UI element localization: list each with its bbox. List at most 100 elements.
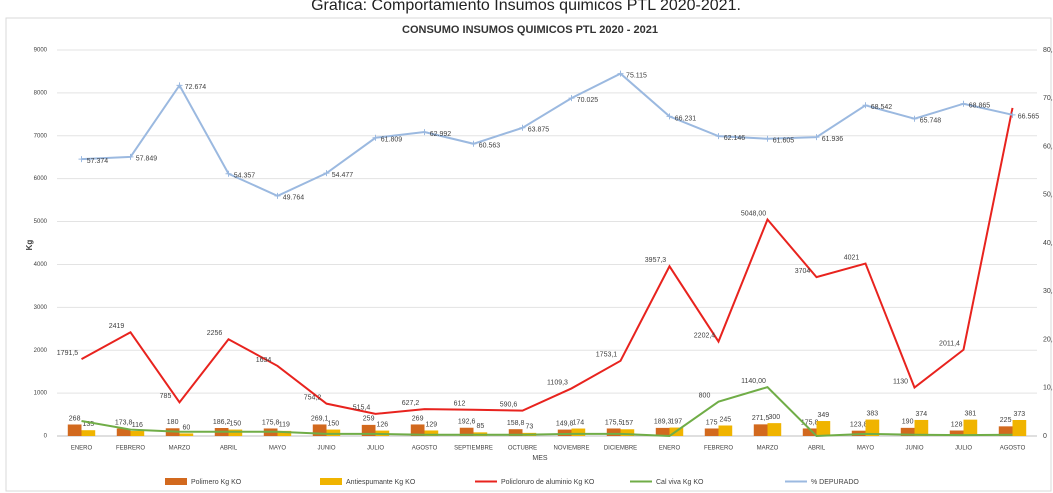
data-label: 785 [160,393,172,400]
y-tick-label: 3000 [34,305,48,311]
bar [655,427,670,436]
data-label: 158,8 [507,420,525,427]
data-label: 225 [1000,417,1012,424]
data-label: 373 [1014,411,1026,418]
data-label: 2202,4 [694,332,716,339]
bar [949,430,964,436]
data-label: 2011,4 [939,341,960,348]
data-label: 66.231 [675,115,697,122]
x-tick-label: FEBRERO [116,446,145,452]
marker [1009,111,1016,118]
data-label: 1140,00 [741,378,766,385]
y2-tick-label: 80,0 [1043,47,1053,54]
x-tick-label: DICIEMBRE [604,446,637,452]
line [81,72,1013,197]
caption: Grafica: Comportamiento Insumos quimicos… [311,0,741,14]
data-label: 61.605 [773,138,795,145]
y-tick-label: 1000 [34,391,48,397]
y-axis-label: Kg [25,240,34,251]
data-label: 4021 [844,254,860,261]
bar [508,429,523,436]
y2-tick-label: 40,0 [1043,240,1053,247]
x-tick-label: AGOSTO [1000,446,1026,452]
bar [81,430,96,436]
bar [620,429,635,436]
bar [606,428,621,436]
data-label: 186,2 [213,419,231,426]
data-label: 123,8 [850,422,868,429]
y2-tick-label: 10,0 [1043,385,1053,392]
data-label: 116 [132,422,143,429]
x-tick-label: SEPTIEMBRE [454,446,493,452]
marker [862,102,869,109]
data-label: 150 [328,420,340,427]
bar [963,419,978,436]
data-label: 3957,3 [645,257,667,264]
data-label: 190 [902,419,914,426]
data-label: 754,2 [304,394,322,401]
bar [718,425,733,436]
chart-title: CONSUMO INSUMOS QUIMICOS PTL 2020 - 2021 [402,24,658,36]
data-label: 60 [182,424,190,431]
line [81,385,1013,438]
marker [813,134,820,141]
data-label: 192,6 [458,419,476,426]
y-tick-label: 9000 [34,48,48,54]
data-label: 269,1 [311,415,329,422]
x-tick-label: JUNIO [906,446,924,452]
marker [421,129,428,136]
bar [704,428,719,436]
data-label: 515,4 [353,405,371,412]
bar [998,426,1013,436]
data-label: 129 [426,421,438,428]
data-label: 150 [230,420,242,427]
y-tick-label: 8000 [34,90,48,96]
data-label: 1109,3 [547,379,568,386]
data-label: 349 [818,412,830,419]
data-label: 2256 [207,330,223,337]
y2-tick-label: 60,0 [1043,143,1053,150]
x-tick-label: MARZO [169,446,191,452]
data-label: 259 [363,416,375,423]
data-label: 49.764 [283,195,305,202]
data-label: 65.748 [920,118,942,125]
data-label: 85 [476,423,484,430]
legend-label: % DEPURADO [811,479,859,486]
data-label: 72.674 [185,84,207,91]
y-tick-label: 7000 [34,133,48,139]
bar [179,433,194,436]
y-tick-label: 0 [44,434,48,440]
y2-tick-label: 50,0 [1043,192,1053,199]
data-label: 54.477 [332,172,354,179]
bar [571,428,586,436]
marker [911,115,918,122]
data-label: 62.146 [724,135,746,142]
data-label: 157 [622,420,634,427]
y2-tick-label: 30,0 [1043,288,1053,295]
x-tick-label: MAYO [269,446,287,452]
bar [326,429,341,436]
bar [557,429,572,436]
data-label: 381 [965,411,977,418]
legend-label: Polimero Kg KO [191,479,242,486]
data-label: 60.563 [479,143,501,150]
bar [361,424,376,436]
data-label: 1791,5 [57,350,79,357]
legend-label: Cal viva Kg KO [656,479,704,486]
data-label: 189,3 [654,419,672,426]
data-label: 5048,00 [741,210,766,217]
data-label: 126 [377,421,389,428]
bar [277,430,292,436]
data-label: 119 [279,422,290,429]
x-tick-label: JULIO [955,446,972,452]
data-label: 197 [671,418,683,425]
x-tick-label: FEBRERO [704,446,733,452]
data-label: 271,5 [752,415,770,422]
marker [225,170,232,177]
data-label: 62.992 [430,131,452,138]
y-tick-label: 5000 [34,219,48,225]
data-label: 57.374 [87,158,109,165]
data-label: 627,2 [402,400,420,407]
x-tick-label: ABRIL [808,446,826,452]
